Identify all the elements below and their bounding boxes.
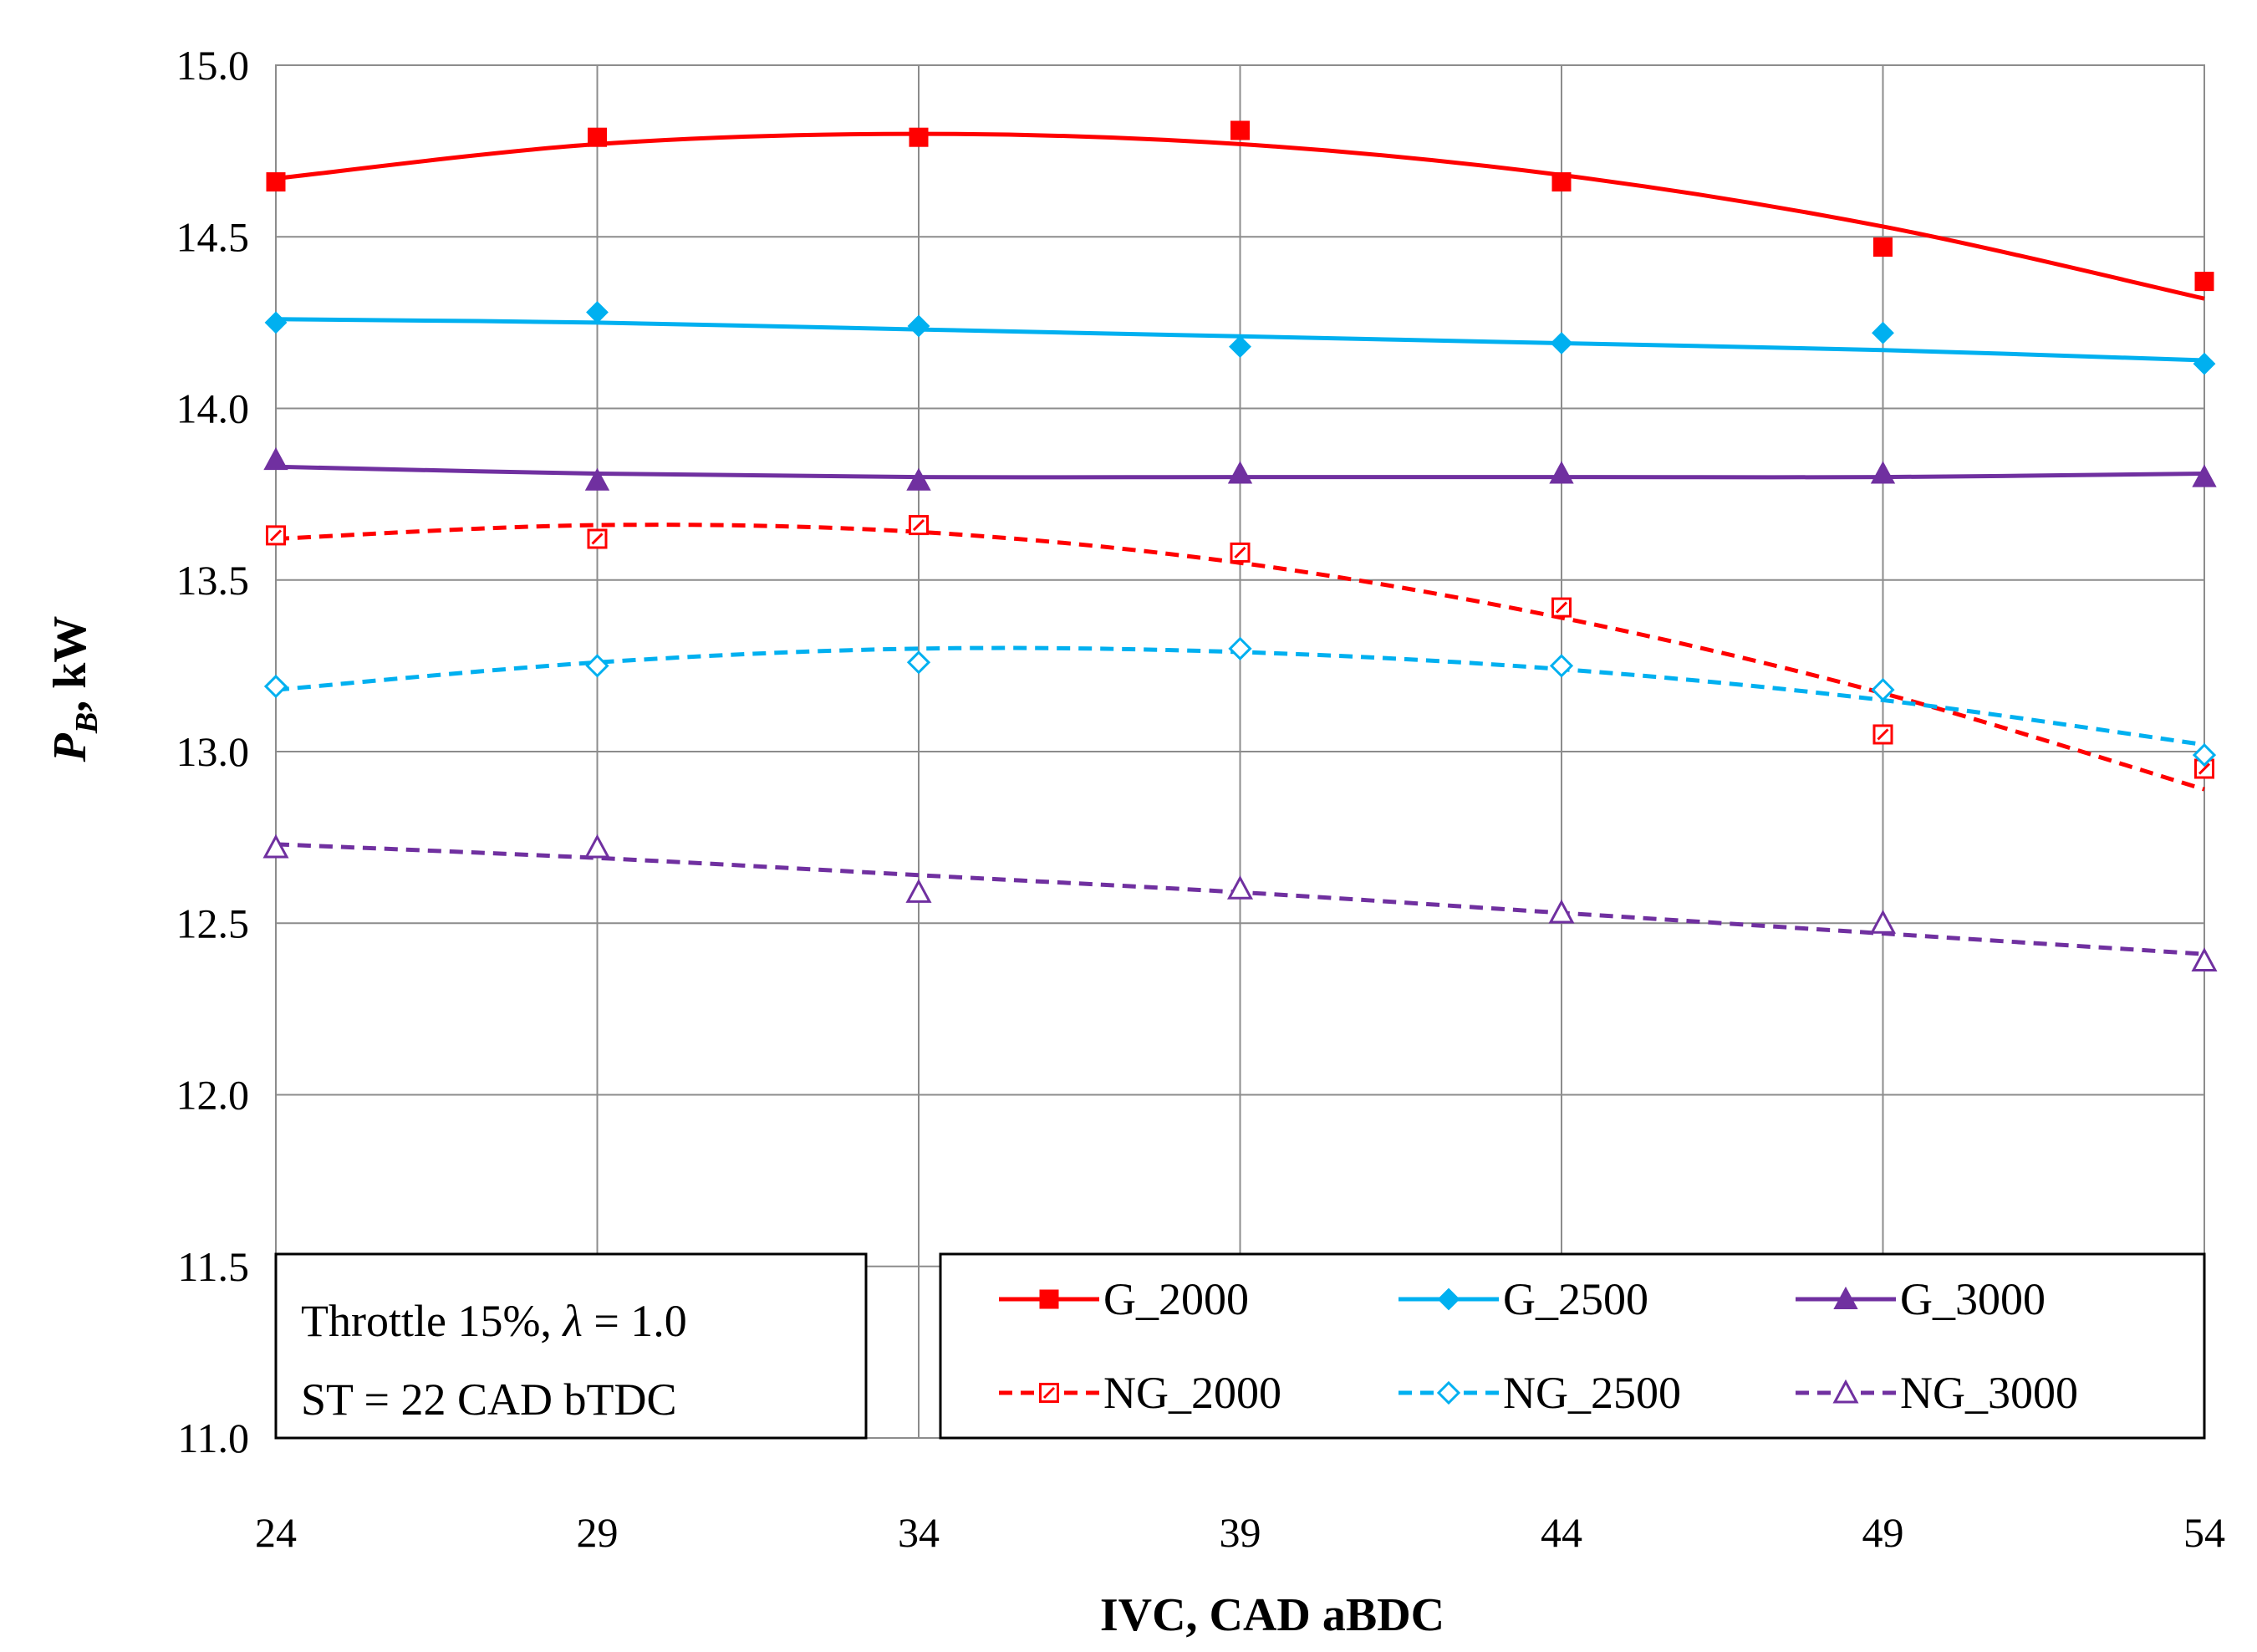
point-NG_2500-29 [585,654,609,678]
point-G_3000-49 [1870,461,1896,484]
legend-marker-NG_3000 [1832,1379,1859,1404]
point-NG_2000-44-hatch [1555,601,1568,614]
point-G_3000-34 [906,467,931,491]
x-axis-title: IVC, CAD aBDC [1100,1589,1444,1641]
series-G_2000 [266,120,2214,301]
point-G_2500-49 [1872,321,1894,344]
legend-label-G_3000: G_3000 [1900,1274,2046,1324]
point-NG_2000-29-hatch [591,533,604,545]
point-G_2500-39 [1229,335,1251,359]
y-axis-title-main: P [44,732,96,762]
y-tick-label-0: 11.0 [177,1415,249,1461]
point-G_2000-54 [2194,272,2214,292]
y-axis-title-rest: , kW [44,616,96,712]
legend-marker-G_2000 [1039,1289,1059,1309]
point-G_2000-34 [909,127,929,147]
y-tick-label-8: 15.0 [176,42,250,89]
series-NG_3000 [262,834,2218,971]
point-NG_2000-49-hatch [1877,728,1889,741]
point-NG_3000-34 [905,879,932,903]
legend-item-G_2000: G_2000 [999,1274,1249,1324]
legend-item-NG_2500: NG_2500 [1399,1368,1681,1418]
point-NG_2000-39-hatch [1234,546,1246,558]
y-axis-tick-labels: 11.0 11.5 12.0 12.5 13.0 13.5 14.0 14.5 15.0 [176,42,250,1461]
legend-marker-NG_2500 [1436,1380,1461,1405]
legend: G_2000 G_2500 G_3000 NG_2000 NG_2500 NG_3000 [939,1252,2206,1440]
legend-marker-NG_2000-hatch [1042,1386,1056,1400]
point-G_2000-24 [266,172,286,192]
y-tick-label-1: 11.5 [177,1243,249,1290]
x-tick-label-5: 49 [1862,1509,1904,1556]
point-G_2500-29 [586,301,609,324]
legend-item-G_2500: G_2500 [1399,1274,1648,1324]
point-G_2500-44 [1550,332,1573,354]
point-NG_3000-29 [583,834,611,859]
point-G_3000-29 [584,467,610,491]
point-NG_2500-54 [2192,742,2217,767]
y-axis-title: PB, kW [44,616,104,763]
point-NG_2000-34-hatch [912,519,925,532]
x-tick-label-6: 54 [2183,1509,2225,1556]
legend-item-G_3000: G_3000 [1796,1274,2046,1324]
point-NG_3000-49 [1869,910,1897,934]
x-tick-label-3: 39 [1220,1509,1261,1556]
point-NG_2000-24-hatch [269,529,283,542]
point-G_2000-44 [1551,172,1572,192]
series-G_3000 [263,446,2217,491]
point-NG_2500-34 [906,650,931,675]
legend-label-NG_2000: NG_2000 [1103,1368,1281,1418]
legend-item-NG_3000: NG_3000 [1796,1368,2078,1418]
annotation-box: Throttle 15%, λ = 1.0 ST = 22 CAD bTDC [274,1252,868,1440]
legend-marker-G_2500 [1437,1287,1460,1311]
x-tick-label-0: 24 [255,1509,297,1556]
y-tick-label-3: 12.5 [176,900,250,946]
legend-label-NG_2500: NG_2500 [1503,1368,1681,1418]
legend-marker-G_3000 [1833,1286,1858,1310]
x-axis-tick-labels: 24 29 34 39 44 49 54 [255,1509,2225,1556]
x-tick-label-4: 44 [1541,1509,1582,1556]
y-axis-title-sub: B [69,712,104,734]
series-layer [262,120,2218,971]
series-NG_2000 [266,515,2214,792]
point-NG_2500-24 [263,674,288,699]
series-G_2500 [264,301,2216,375]
point-G_3000-54 [2192,464,2217,487]
point-NG_2500-49 [1871,677,1895,702]
point-NG_2500-39 [1228,636,1252,660]
point-G_3000-39 [1227,461,1253,484]
annotation-line-1: Throttle 15%, λ = 1.0 [301,1296,687,1346]
point-G_2500-24 [264,311,288,334]
point-G_2500-34 [907,314,930,338]
point-G_3000-44 [1549,461,1574,484]
point-NG_2000-54-hatch [2198,762,2211,775]
y-tick-label-4: 13.0 [176,728,250,775]
annotation-line-2: ST = 22 CAD bTDC [301,1374,677,1425]
series-NG_2500 [263,636,2217,767]
x-tick-label-1: 29 [577,1509,619,1556]
legend-item-NG_2000: NG_2000 [999,1368,1281,1418]
point-NG_3000-54 [2191,947,2218,971]
legend-label-G_2500: G_2500 [1503,1274,1648,1324]
y-tick-label-6: 14.0 [176,385,250,432]
y-tick-label-2: 12.0 [176,1072,250,1119]
trendline-NG_2000 [275,523,2205,792]
legend-label-G_2000: G_2000 [1103,1274,1249,1324]
point-G_2000-29 [588,127,607,147]
point-NG_3000-24 [262,834,289,859]
point-NG_2500-44 [1549,654,1574,678]
point-NG_3000-39 [1226,875,1254,900]
point-G_3000-24 [263,446,288,471]
point-G_2000-39 [1230,120,1250,140]
x-tick-label-2: 34 [898,1509,940,1556]
point-G_2500-54 [2193,352,2216,375]
y-tick-label-5: 13.5 [176,557,250,604]
legend-label-NG_3000: NG_3000 [1900,1368,2078,1418]
point-G_2000-49 [1873,237,1893,257]
y-tick-label-7: 14.5 [176,213,250,260]
point-NG_3000-44 [1548,899,1575,924]
